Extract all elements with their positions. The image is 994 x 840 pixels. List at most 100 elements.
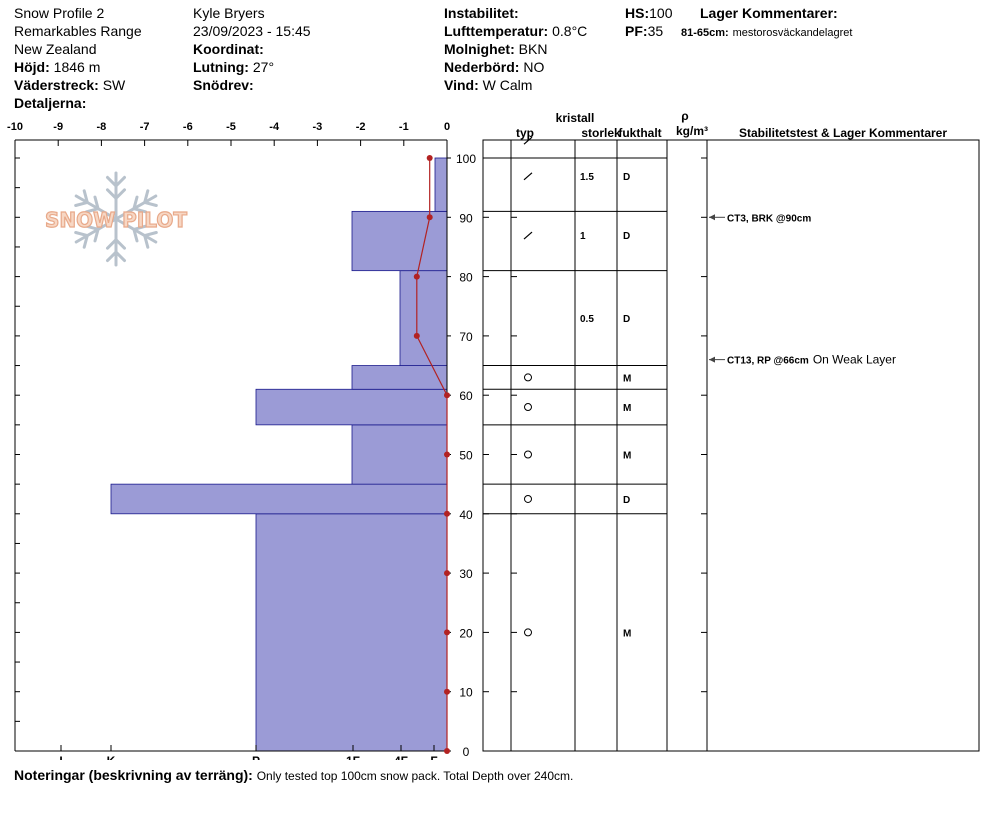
elevation-row: Höjd: 1846 m [14,58,100,76]
snowflake-branch [143,234,150,249]
moisture-value: D [623,495,630,506]
snowflake-arm [74,194,118,221]
temp-tick-label: -6 [183,121,193,133]
grain-rounded-icon [524,494,532,503]
country: New Zealand [14,41,97,57]
snowflake-branch [106,250,118,263]
hardness-bar [255,388,448,426]
layer-comments-label: Lager Kommentarer: [700,5,838,21]
grain-decomposing-icon [523,231,533,240]
temperature-point [444,392,450,399]
wind-value: W Calm [482,77,533,93]
stability-test-code: CT13, RP @66cm [727,356,809,367]
temp-tick-label: -7 [140,121,150,133]
height-tick-label: 100 [456,152,476,166]
snowflake-branch [114,238,126,250]
moisture-value: M [623,628,631,639]
snowflake-branch [106,188,118,200]
details-label-text: Detaljerna: [14,95,87,111]
hardness-bar [110,483,448,515]
temperature-point [413,273,420,280]
slope-row: Lutning: 27° [193,58,274,76]
elevation-value: 1846 m [53,59,101,75]
height-tick-label: 90 [459,211,473,225]
temperature-point [444,451,450,458]
notes-text: Only tested top 100cm snow pack. Total D… [256,769,574,783]
precip-label: Nederbörd: [444,59,520,75]
grain-rounded-icon [524,628,532,637]
instability-row: Instabilitet: [444,4,519,22]
layer-comment-row: 81-65cm: mestorosväckandelagret [681,22,852,42]
height-tick-label: 0 [463,745,470,759]
temperature-point [426,155,433,161]
hardness-label: F [430,754,437,760]
grain-rounded-icon [524,450,532,459]
snowflake-branch [132,227,139,243]
sky-value: BKN [518,41,548,57]
hardness-bar [351,210,448,272]
temperature-point [426,214,433,221]
moisture-value: D [623,314,630,325]
snowflake-branch [93,195,100,211]
size-header: storlek [581,126,621,140]
density-unit-header: kg/m³ [676,124,708,138]
snowflake-branch [143,231,158,238]
air-temp-value: 0.8°C [552,23,588,39]
snowpilot-watermark: SNOW PILOT [44,171,188,267]
instability-label: Instabilitet: [444,5,519,21]
snowflake-branch [106,238,118,250]
hardness-bar [399,270,448,366]
layer-comment-range: 81-65cm: [681,27,729,39]
snowflake-branch [132,207,147,214]
height-tick-label: 60 [459,389,473,403]
drift-label: Snödrev: [193,77,254,93]
grain-size-value: 0.5 [580,314,594,325]
type-header: typ [516,126,534,140]
grain-size-value: 1.5 [580,172,594,183]
moisture-value: M [623,451,631,462]
coordinate-label: Koordinat: [193,41,264,57]
precip-value: NO [523,59,545,75]
grain-decomposing-icon [523,172,533,181]
temp-tick-label: 0 [444,121,450,133]
temp-tick-label: -1 [399,121,409,133]
moisture-value: M [623,403,631,414]
precip-row: Nederbörd: NO [444,58,544,76]
grain-size-value: 1 [580,231,586,242]
snowflake-branch [93,227,100,243]
moisture-value: M [623,373,631,384]
snowflake-branch [106,175,118,188]
temperature-point [444,688,450,695]
hs-row: HS:100 [625,4,672,22]
temp-tick-label: -5 [226,121,236,133]
snowflake-branch [85,207,100,214]
snowflake-arm [114,194,158,221]
drift-row: Snödrev: [193,76,254,94]
aspect-row: Väderstreck: SW [14,76,125,94]
sky-row: Molnighet: BKN [444,40,547,58]
height-tick-label: 10 [459,686,473,700]
hs-label: HS: [625,5,650,21]
temperature-point [444,570,450,577]
stability-test-code: CT3, BRK @90cm [727,213,811,224]
grain-decomposing-icon [523,136,533,145]
rho-header: ρ [681,109,688,123]
grain-rounded-icon [524,403,532,412]
height-tick-label: 40 [459,508,473,522]
hardness-bar [434,157,448,212]
layer-comments-row: Lager Kommentarer: [700,4,838,22]
location: Remarkables Range [14,23,142,39]
temperature-point [413,332,420,339]
hardness-label: 4F [394,754,408,760]
snowflake-branch [114,250,126,263]
snowflake-branch [132,195,139,211]
notes: Noteringar (beskrivning av terräng): Onl… [14,767,573,783]
temperature-point [444,748,450,754]
temp-tick-label: -2 [356,121,366,133]
temp-tick-label: -8 [97,121,107,133]
snowflake-branch [74,200,89,207]
air-temp-row: Lufttemperatur: 0.8°C [444,22,587,40]
air-temp-label: Lufttemperatur: [444,23,549,39]
height-tick-label: 50 [459,449,473,463]
height-tick-label: 70 [459,330,473,344]
